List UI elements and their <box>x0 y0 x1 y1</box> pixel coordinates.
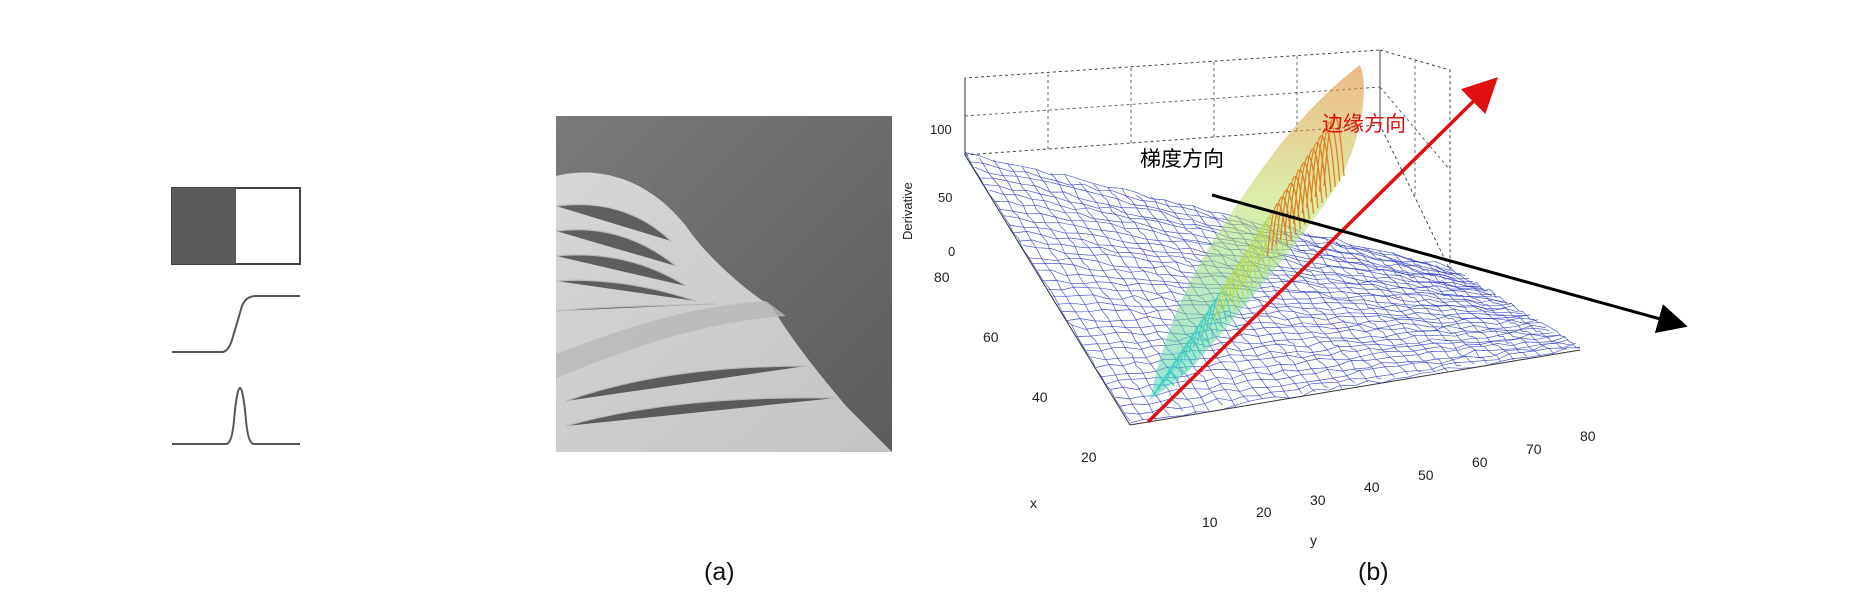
mesh-line <box>1378 250 1515 361</box>
mesh-line <box>1110 336 1565 391</box>
derivative-ridge <box>1150 65 1364 400</box>
ridge-line <box>1166 359 1188 381</box>
mesh-line <box>1047 286 1516 310</box>
y-tick-40: 40 <box>1364 479 1380 495</box>
mesh-line <box>969 161 1454 272</box>
mesh-line <box>1129 347 1581 424</box>
gradient-direction-label: 梯度方向 <box>1140 148 1224 171</box>
mesh-line <box>1107 186 1263 399</box>
mesh-line <box>964 151 1131 422</box>
edge-photo <box>556 116 892 452</box>
x-tick-20: 20 <box>1081 449 1097 465</box>
mesh-line <box>1335 241 1475 364</box>
x-tick-80: 80 <box>934 269 950 285</box>
mesh-line <box>1307 232 1448 372</box>
y-tick-50: 50 <box>1418 467 1434 483</box>
z-axis-label: Derivative <box>900 182 915 240</box>
mesh-line <box>1292 228 1435 372</box>
y-tick-60: 60 <box>1472 454 1488 470</box>
gradient-direction-arrow <box>1211 193 1688 334</box>
mesh-line <box>1093 183 1250 402</box>
intensity-step-curve <box>172 295 300 353</box>
mesh-line <box>1042 280 1512 307</box>
mesh-line <box>1115 339 1569 400</box>
mesh-line <box>1057 301 1523 315</box>
ridge-line <box>1323 114 1345 187</box>
step-edge-dark-half <box>172 188 236 264</box>
mesh-line <box>1435 264 1567 350</box>
ridge-line <box>1314 128 1336 197</box>
mesh-line <box>1321 236 1461 367</box>
caption-a: (a) <box>704 558 735 586</box>
mesh-line <box>1125 342 1577 415</box>
mesh-line <box>1392 251 1528 357</box>
x-tick-60: 60 <box>983 329 999 345</box>
x-tick-40: 40 <box>1032 389 1048 405</box>
mesh-line <box>1021 166 1184 412</box>
mesh-line <box>1078 181 1237 408</box>
ridge-line <box>1162 365 1184 386</box>
derivative-peak-curve <box>172 386 300 445</box>
derivative-surface-plot: 100 50 0 Derivative 80 60 40 20 x 10 20 … <box>900 49 1688 548</box>
mesh-line <box>1086 325 1546 352</box>
x-axis-label: x <box>1030 495 1037 511</box>
mesh-line <box>1032 262 1504 304</box>
mesh-line <box>1105 334 1561 385</box>
ridge-line <box>1310 135 1332 203</box>
mesh-line <box>1052 294 1519 313</box>
y-tick-70: 70 <box>1526 441 1542 457</box>
mesh-line <box>964 152 1451 269</box>
z-tick-100: 100 <box>930 122 952 137</box>
y-tick-80: 80 <box>1580 428 1596 444</box>
z-tick-50: 50 <box>938 190 952 205</box>
mesh-line <box>1066 314 1531 322</box>
y-tick-10: 10 <box>1202 514 1218 530</box>
mesh-line <box>1064 174 1223 406</box>
mesh-line <box>1278 228 1422 373</box>
mesh-line <box>1421 261 1554 354</box>
y-axis-label: y <box>1310 532 1317 548</box>
mesh-line <box>993 159 1157 421</box>
mesh-line <box>1364 247 1501 362</box>
y-tick-30: 30 <box>1310 492 1326 508</box>
edge-profile-diagram <box>171 187 301 445</box>
mesh-line <box>1349 243 1488 365</box>
y-tick-20: 20 <box>1256 504 1272 520</box>
edge-direction-arrow <box>1146 77 1498 424</box>
mesh-line <box>1449 266 1581 348</box>
z-tick-0: 0 <box>948 244 955 259</box>
mesh-line <box>1037 269 1508 304</box>
mesh-line <box>978 157 1144 421</box>
mesh-line <box>1007 164 1170 416</box>
mesh-line <box>1071 317 1535 330</box>
mesh-line <box>1081 322 1542 346</box>
mesh-line <box>1076 319 1539 337</box>
mesh-line <box>1407 257 1541 357</box>
caption-b: (b) <box>1358 558 1389 586</box>
ridge-line <box>1318 121 1341 192</box>
edge-direction-label: 边缘方向 <box>1322 113 1406 136</box>
mesh-line <box>1178 202 1329 388</box>
